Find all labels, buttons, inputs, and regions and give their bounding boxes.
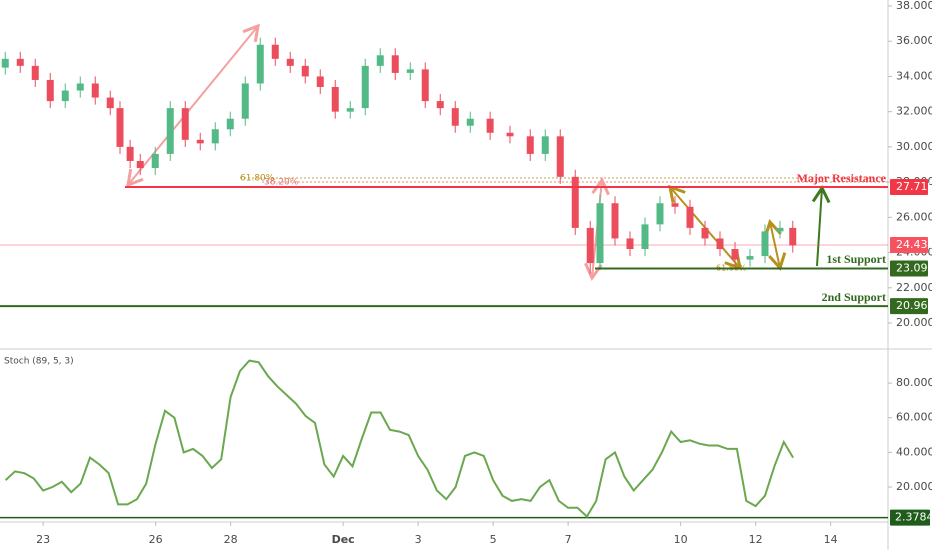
- candle-body: [701, 227, 709, 239]
- candle-body: [406, 69, 414, 73]
- x-tick-label: 28: [224, 533, 238, 546]
- candle-body: [226, 118, 234, 130]
- y-tick-label: 34.0000: [896, 69, 932, 82]
- y-tick-label: 30.0000: [896, 140, 932, 153]
- candle-body: [716, 238, 724, 250]
- x-tick-label: 5: [490, 533, 497, 546]
- y-tick-label: 22.0000: [896, 281, 932, 294]
- candle-body: [596, 203, 604, 264]
- fib-label: 38.20%: [264, 178, 299, 188]
- candle-body: [789, 227, 797, 246]
- level-box: [890, 260, 928, 277]
- candle-body: [16, 58, 24, 66]
- candle-body: [361, 65, 369, 109]
- x-tick-label: Dec: [332, 533, 355, 546]
- candle-body: [466, 118, 474, 126]
- y-tick-label: 32.0000: [896, 105, 932, 118]
- candle-body: [91, 83, 99, 98]
- candle-body: [286, 58, 294, 66]
- last-value-label: 2.3784: [895, 511, 932, 524]
- candle-body: [241, 83, 249, 119]
- candle-body: [136, 160, 144, 169]
- candle-body: [451, 108, 459, 126]
- level-box: [890, 298, 928, 315]
- y-tick-label: 80.0000: [896, 376, 932, 389]
- y-tick-label: 40.0000: [896, 445, 932, 458]
- candle-body: [106, 97, 114, 109]
- indicator-title: Stoch (89, 5, 3): [4, 357, 74, 367]
- x-tick-label: 7: [565, 533, 572, 546]
- candle-body: [256, 44, 264, 84]
- arrow: [811, 184, 831, 267]
- candle-body: [301, 65, 309, 77]
- stoch-line: [4, 359, 794, 519]
- candle-body: [211, 129, 219, 144]
- candle-body: [776, 227, 784, 232]
- y-tick-label: 20.0000: [896, 480, 932, 493]
- candle-body: [376, 55, 384, 66]
- candle-body: [586, 227, 594, 264]
- x-tick-label: 10: [674, 533, 688, 546]
- y-tick-label: 38.0000: [896, 0, 932, 12]
- candle-body: [761, 231, 769, 257]
- last-price-box: [890, 236, 928, 253]
- candle-body: [46, 79, 54, 102]
- level-name: Major Resistance: [797, 171, 887, 185]
- x-tick-label: 3: [415, 533, 422, 546]
- level-name: 2nd Support: [822, 290, 886, 304]
- candle-body: [731, 249, 739, 260]
- candle-body: [686, 206, 694, 228]
- y-tick-label: 26.0000: [896, 210, 932, 223]
- candle-body: [151, 153, 159, 169]
- candle-body: [391, 55, 399, 73]
- candle-body: [571, 176, 579, 228]
- level-box: [890, 179, 928, 196]
- candle-body: [116, 108, 124, 147]
- x-tick-label: 12: [749, 533, 763, 546]
- candle-body: [181, 108, 189, 140]
- y-tick-label: 60.0000: [896, 411, 932, 424]
- y-tick-label: 36.0000: [896, 34, 932, 47]
- candle-body: [346, 108, 354, 112]
- candle-body: [671, 203, 679, 207]
- level-label: 20.960: [896, 299, 932, 312]
- candle-body: [641, 224, 649, 250]
- candle-body: [506, 132, 514, 137]
- candle-body: [436, 101, 444, 109]
- candle-body: [126, 146, 134, 161]
- candle-body: [331, 87, 339, 112]
- candle-body: [526, 136, 534, 154]
- last-price-label: 24.430: [896, 238, 932, 251]
- candle-body: [61, 90, 69, 102]
- x-tick-label: 14: [824, 533, 838, 546]
- candle-body: [316, 76, 324, 87]
- candle-body: [76, 83, 84, 91]
- candle-body: [556, 136, 564, 177]
- candle-body: [656, 203, 664, 225]
- candle-body: [1, 58, 9, 68]
- level-name: 1st Support: [826, 252, 886, 266]
- candle-body: [31, 65, 39, 80]
- candle-body: [611, 203, 619, 239]
- candle-body: [626, 238, 634, 250]
- x-tick-label: 26: [149, 533, 163, 546]
- last-value-box: [890, 509, 930, 526]
- level-label: 23.097: [896, 261, 932, 274]
- candle-body: [541, 136, 549, 154]
- candle-body: [196, 139, 204, 144]
- candle-body: [166, 108, 174, 154]
- arrow: [126, 23, 260, 188]
- candle-body: [421, 69, 429, 102]
- x-tick-label: 23: [36, 533, 50, 546]
- candle-body: [271, 44, 279, 59]
- level-label: 27.719: [896, 180, 932, 193]
- candle-body: [486, 118, 494, 133]
- candle-body: [746, 256, 754, 260]
- y-tick-label: 20.0000: [896, 316, 932, 329]
